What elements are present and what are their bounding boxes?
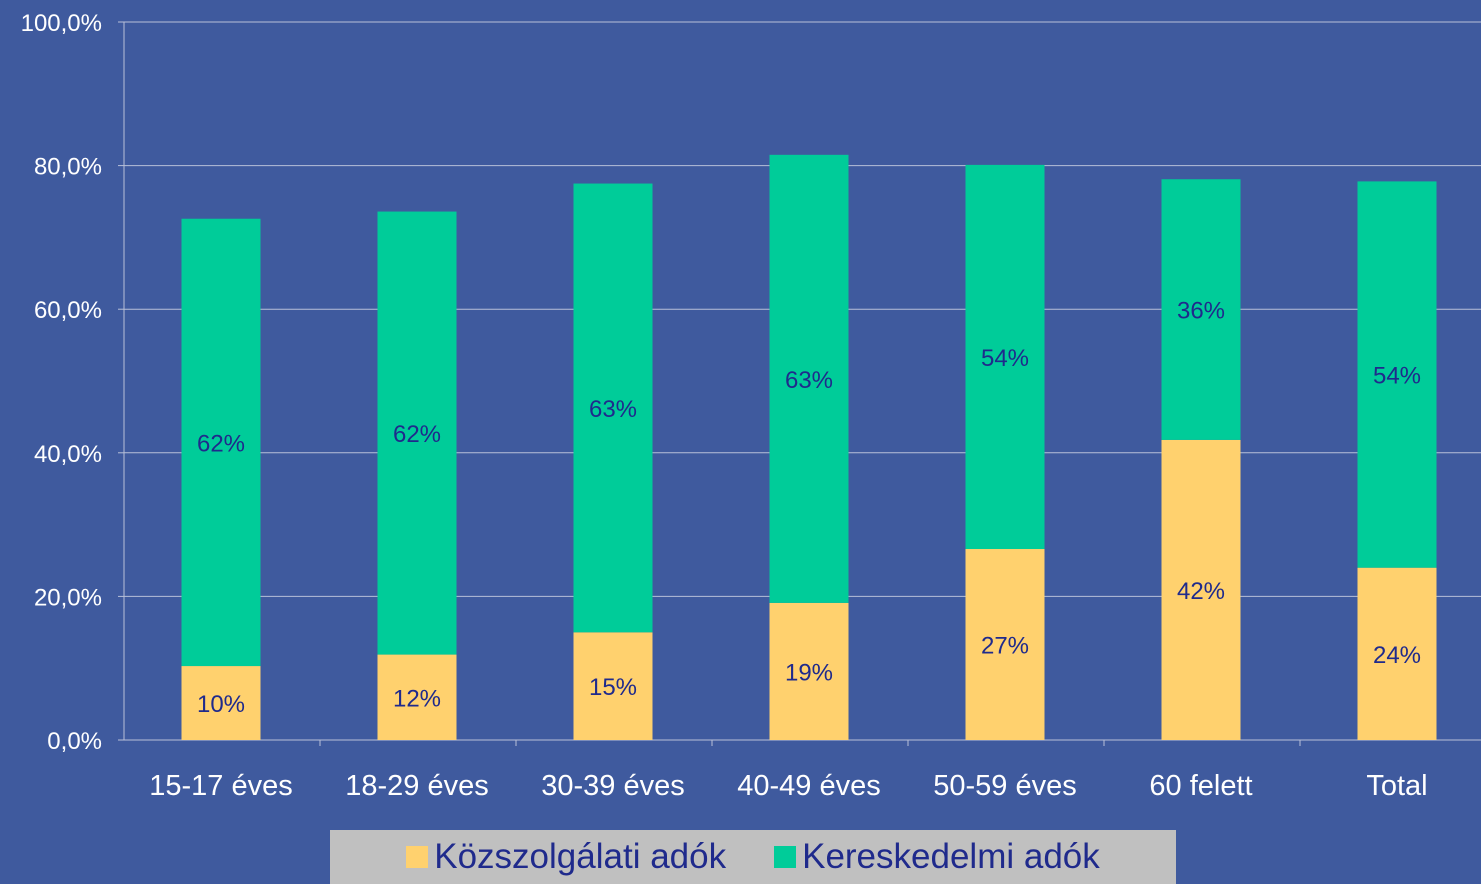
y-tick-label: 20,0% [34, 584, 102, 611]
data-label: 62% [197, 430, 245, 457]
data-label: 63% [785, 367, 833, 394]
bar-kozszolgalati [377, 654, 457, 740]
data-label: 54% [981, 345, 1029, 372]
y-tick-label: 80,0% [34, 154, 102, 181]
bar-kozszolgalati [181, 666, 261, 740]
legend-item-kereskedelmi: Kereskedelmi adók [774, 837, 1100, 877]
bar-kozszolgalati [769, 602, 849, 740]
x-tick-label: 18-29 éves [345, 770, 489, 802]
bar-kereskedelmi [377, 211, 457, 655]
data-label: 15% [589, 674, 637, 701]
legend-swatch-kereskedelmi [774, 846, 797, 868]
bar-kozszolgalati [1357, 567, 1437, 740]
bar-kereskedelmi [965, 164, 1045, 550]
data-label: 27% [981, 633, 1029, 660]
x-tick-label: 15-17 éves [149, 770, 293, 802]
data-label: 19% [785, 659, 833, 686]
bar-kozszolgalati [965, 549, 1045, 740]
bar-kereskedelmi [1357, 181, 1437, 568]
legend-item-kozszolgalati: Közszolgálati adók [406, 837, 726, 877]
data-label: 24% [1373, 642, 1421, 669]
legend-swatch-kozszolgalati [406, 846, 429, 868]
x-tick-label: 40-49 éves [737, 770, 881, 802]
x-tick-label: 60 felett [1149, 770, 1252, 802]
bar-kereskedelmi [769, 154, 849, 603]
data-label: 36% [1177, 298, 1225, 325]
data-label: 42% [1177, 578, 1225, 605]
legend-label-kereskedelmi: Kereskedelmi adók [802, 837, 1100, 876]
data-label: 62% [393, 421, 441, 448]
bar-kereskedelmi [181, 218, 261, 667]
data-label: 54% [1373, 363, 1421, 390]
bar-kozszolgalati [1161, 439, 1241, 740]
chart-legend: Közszolgálati adók Kereskedelmi adók [330, 830, 1176, 884]
data-label: 10% [197, 691, 245, 718]
y-tick-label: 60,0% [34, 297, 102, 324]
bar-kereskedelmi [573, 183, 653, 633]
bar-kozszolgalati [573, 632, 653, 740]
x-tick-label: Total [1366, 770, 1427, 802]
x-tick-label: 50-59 éves [933, 770, 1077, 802]
y-tick-label: 0,0% [47, 728, 102, 755]
data-label: 63% [589, 396, 637, 423]
data-label: 12% [393, 685, 441, 712]
legend-label-kozszolgalati: Közszolgálati adók [434, 837, 727, 876]
y-tick-label: 100,0% [21, 10, 102, 37]
y-tick-label: 40,0% [34, 441, 102, 468]
x-tick-label: 30-39 éves [541, 770, 685, 802]
bar-kereskedelmi [1161, 179, 1241, 440]
